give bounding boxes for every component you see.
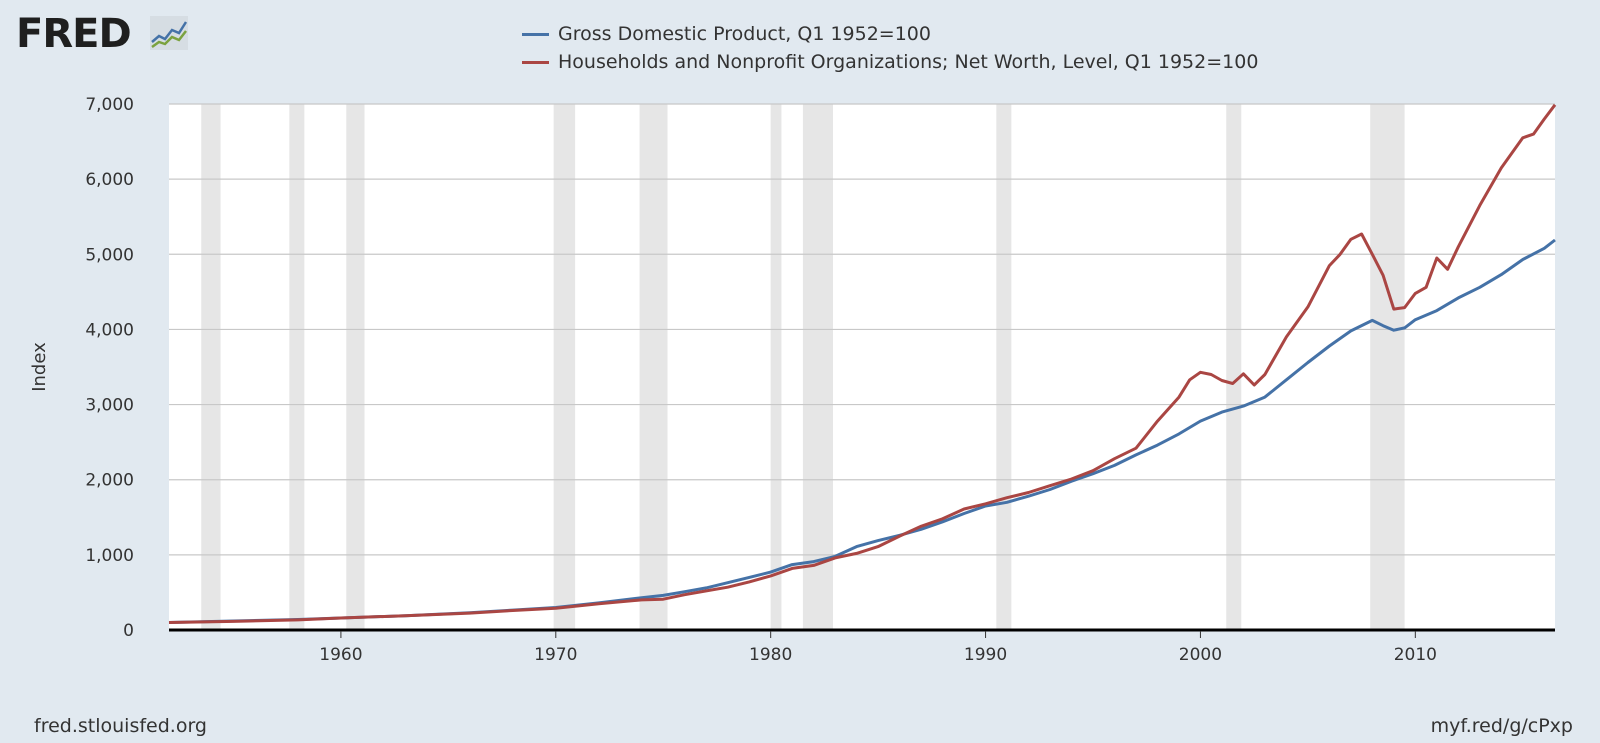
x-tick-label: 2000 bbox=[1179, 645, 1222, 665]
recession-band bbox=[802, 104, 833, 630]
fred-chart-icon bbox=[150, 16, 188, 50]
y-tick-label: 5,000 bbox=[85, 245, 134, 265]
y-axis-label: Index bbox=[29, 342, 50, 392]
legend-label-gdp: Gross Domestic Product, Q1 1952=100 bbox=[558, 23, 931, 45]
legend-item-networth[interactable]: Households and Nonprofit Organizations; … bbox=[522, 48, 1258, 76]
y-tick-label: 2,000 bbox=[85, 471, 134, 491]
x-tick-label: 2010 bbox=[1394, 645, 1437, 665]
legend-label-networth: Households and Nonprofit Organizations; … bbox=[558, 51, 1259, 73]
short-link[interactable]: myf.red/g/cPxp bbox=[1430, 715, 1573, 737]
legend-swatch-gdp bbox=[522, 33, 549, 36]
fred-logo-text: FRED bbox=[16, 11, 132, 57]
series-line-networth bbox=[168, 103, 1557, 624]
recession-band bbox=[639, 104, 668, 630]
y-tick-label: 3,000 bbox=[85, 396, 134, 416]
recession-band bbox=[201, 104, 221, 630]
legend-item-gdp[interactable]: Gross Domestic Product, Q1 1952=100 bbox=[522, 20, 1258, 48]
y-tick-label: 0 bbox=[123, 621, 134, 641]
series-line-gdp bbox=[168, 238, 1556, 624]
y-tick-label: 7,000 bbox=[85, 95, 134, 115]
recession-band bbox=[553, 104, 576, 630]
legend-swatch-networth bbox=[522, 61, 549, 64]
source-link[interactable]: fred.stlouisfed.org bbox=[34, 715, 207, 737]
x-tick-label: 1960 bbox=[319, 645, 362, 665]
recession-band bbox=[996, 104, 1012, 630]
y-tick-label: 6,000 bbox=[85, 170, 134, 190]
x-tick-label: 1970 bbox=[534, 645, 577, 665]
recession-band bbox=[1370, 104, 1405, 630]
recession-band bbox=[1226, 104, 1242, 630]
y-tick-label: 1,000 bbox=[85, 546, 134, 566]
y-tick-label: 4,000 bbox=[85, 320, 134, 340]
x-tick-label: 1980 bbox=[749, 645, 792, 665]
plot-area bbox=[169, 104, 1555, 630]
chart-legend: Gross Domestic Product, Q1 1952=100 Hous… bbox=[522, 20, 1258, 76]
x-tick-label: 1990 bbox=[964, 645, 1007, 665]
recession-band bbox=[346, 104, 365, 630]
recession-band bbox=[289, 104, 305, 630]
recession-band bbox=[770, 104, 782, 630]
